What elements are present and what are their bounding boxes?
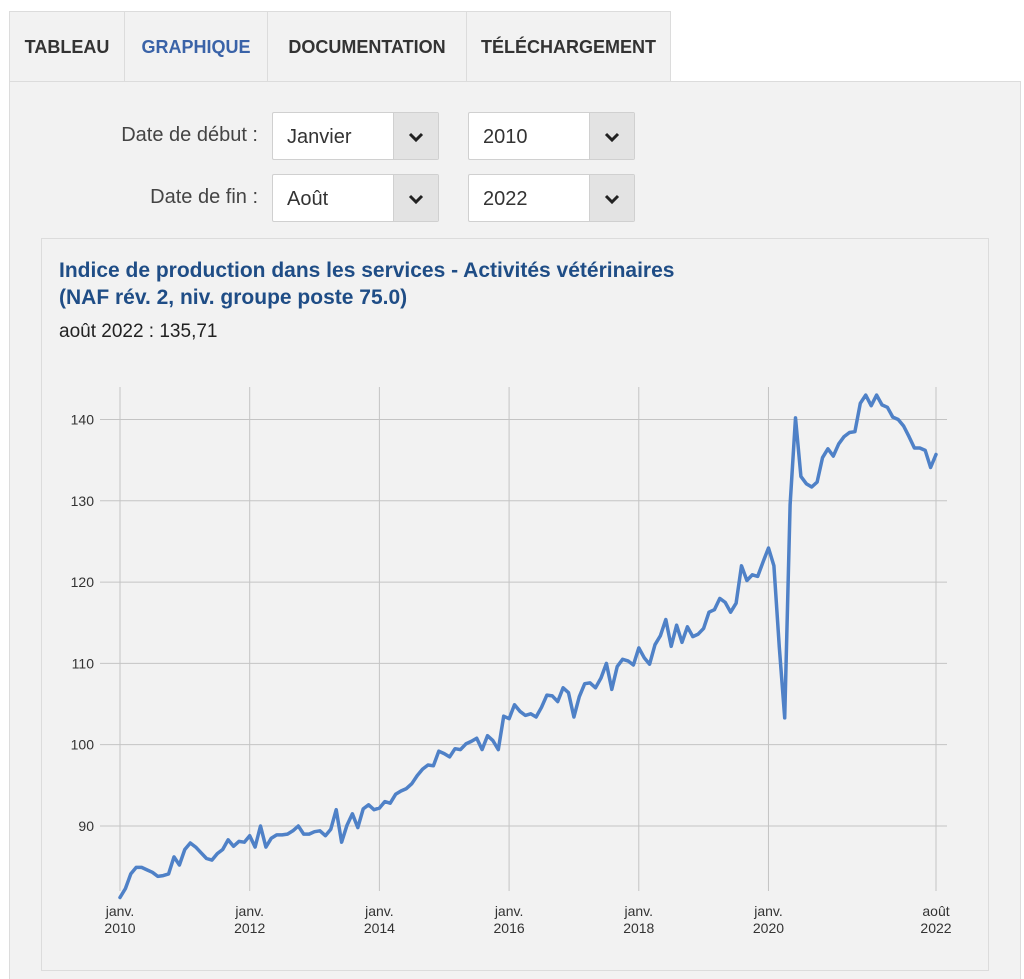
- chart-container: Indice de production dans les services -…: [41, 238, 989, 971]
- x-tick-label: 2022: [920, 920, 951, 936]
- y-tick-label: 90: [78, 818, 94, 834]
- y-tick-label: 120: [71, 574, 95, 590]
- x-tick-label: 2012: [234, 920, 265, 936]
- x-tick-label: 2010: [104, 920, 135, 936]
- series-line: [118, 393, 938, 900]
- end-month-select[interactable]: Août: [272, 174, 439, 222]
- tab-telechargement[interactable]: TÉLÉCHARGEMENT: [466, 11, 671, 82]
- end-year-select[interactable]: 2022: [468, 174, 635, 222]
- start-year-value: 2010: [483, 126, 528, 148]
- chevron-down-icon: [604, 194, 620, 204]
- start-month-select[interactable]: Janvier: [272, 112, 439, 160]
- chevron-down-icon: [408, 132, 424, 142]
- tab-documentation[interactable]: DOCUMENTATION: [267, 11, 467, 82]
- start-month-value: Janvier: [287, 126, 352, 148]
- x-tick-label: 2020: [753, 920, 784, 936]
- tab-tableau[interactable]: TABLEAU: [9, 11, 125, 82]
- x-tick-label: 2016: [494, 920, 525, 936]
- chart-title-line2: (NAF rév. 2, niv. groupe poste 75.0): [59, 286, 408, 309]
- x-tick-label: janv.: [234, 903, 264, 919]
- x-tick-label: janv.: [105, 903, 135, 919]
- start-month-dropdown-button[interactable]: [393, 113, 438, 159]
- y-tick-label: 110: [72, 655, 95, 671]
- end-year-dropdown-button[interactable]: [589, 175, 634, 221]
- start-date-label: Date de début :: [121, 124, 258, 146]
- tab-bar: TABLEAU GRAPHIQUE DOCUMENTATION TÉLÉCHAR…: [9, 11, 671, 83]
- chart-latest-value: août 2022 : 135,71: [59, 321, 218, 342]
- x-tick-label: janv.: [364, 903, 394, 919]
- tab-panel: Date de début : Janvier 2010 Date de fin…: [9, 81, 1021, 979]
- x-tick-label: août: [922, 903, 949, 919]
- x-tick-label: janv.: [753, 903, 783, 919]
- chevron-down-icon: [408, 194, 424, 204]
- end-month-dropdown-button[interactable]: [393, 175, 438, 221]
- x-tick-label: 2018: [623, 920, 654, 936]
- y-tick-label: 130: [71, 493, 95, 509]
- x-tick-label: janv.: [624, 903, 654, 919]
- y-tick-label: 140: [71, 412, 95, 428]
- start-year-select[interactable]: 2010: [468, 112, 635, 160]
- chevron-down-icon: [604, 132, 620, 142]
- y-tick-label: 100: [71, 737, 95, 753]
- x-tick-label: janv.: [494, 903, 524, 919]
- end-year-value: 2022: [483, 188, 528, 210]
- chart-title: Indice de production dans les services -…: [59, 257, 959, 311]
- chart-title-line1: Indice de production dans les services -…: [59, 259, 675, 282]
- tab-graphique[interactable]: GRAPHIQUE: [124, 11, 268, 83]
- end-date-label: Date de fin :: [150, 186, 258, 208]
- line-chart[interactable]: 90100110120130140janv.2010janv.2012janv.…: [42, 239, 988, 970]
- start-year-dropdown-button[interactable]: [589, 113, 634, 159]
- end-month-value: Août: [287, 188, 329, 210]
- x-tick-label: 2014: [364, 920, 395, 936]
